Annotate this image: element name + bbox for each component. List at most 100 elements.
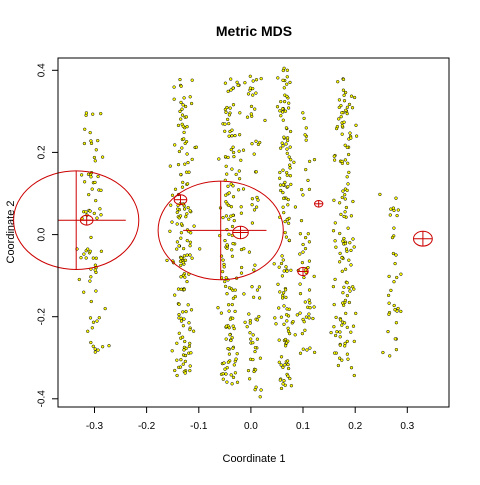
data-point bbox=[305, 348, 309, 352]
data-point bbox=[395, 275, 399, 280]
data-point bbox=[300, 331, 305, 336]
data-point bbox=[288, 166, 292, 170]
x-axis-label: Coordinate 1 bbox=[223, 453, 286, 465]
data-point bbox=[283, 344, 288, 348]
data-point bbox=[285, 217, 289, 222]
data-point bbox=[258, 140, 262, 145]
data-point bbox=[342, 285, 346, 289]
data-point bbox=[254, 205, 259, 209]
x-tick-label: -0.2 bbox=[138, 421, 156, 432]
data-point bbox=[253, 107, 257, 111]
data-point bbox=[303, 246, 308, 251]
data-point bbox=[229, 147, 233, 152]
data-point bbox=[227, 203, 231, 208]
data-point bbox=[332, 154, 336, 158]
data-point bbox=[184, 115, 189, 119]
data-point bbox=[95, 216, 99, 220]
data-point bbox=[343, 210, 347, 214]
data-point bbox=[393, 337, 397, 341]
data-point bbox=[88, 130, 92, 135]
data-point bbox=[198, 247, 202, 251]
data-point bbox=[229, 88, 233, 92]
data-point bbox=[278, 109, 282, 113]
data-point bbox=[249, 112, 253, 116]
data-point bbox=[354, 123, 358, 127]
data-point bbox=[93, 159, 97, 163]
data-point bbox=[231, 86, 235, 90]
data-point bbox=[254, 91, 258, 95]
data-point bbox=[228, 106, 232, 110]
data-point bbox=[393, 308, 397, 312]
data-point bbox=[179, 319, 184, 323]
data-point bbox=[337, 201, 342, 205]
data-point bbox=[248, 74, 252, 78]
data-point bbox=[251, 93, 255, 97]
data-point bbox=[346, 161, 350, 165]
data-point bbox=[307, 240, 312, 244]
data-point bbox=[343, 241, 348, 246]
data-point bbox=[307, 312, 311, 316]
data-point bbox=[221, 377, 225, 381]
data-point bbox=[90, 187, 94, 191]
data-point bbox=[227, 309, 231, 313]
data-point bbox=[273, 316, 277, 320]
data-point bbox=[184, 170, 189, 174]
data-point bbox=[180, 335, 185, 339]
data-point bbox=[223, 284, 228, 289]
data-point bbox=[100, 345, 105, 349]
data-point bbox=[223, 155, 228, 159]
data-point bbox=[259, 388, 263, 392]
data-point bbox=[190, 78, 194, 82]
data-point bbox=[394, 347, 399, 352]
data-point bbox=[392, 226, 396, 230]
data-point bbox=[223, 367, 227, 371]
data-point bbox=[77, 277, 81, 282]
data-point bbox=[277, 176, 282, 180]
data-point bbox=[288, 129, 293, 134]
data-point bbox=[92, 211, 96, 216]
data-point bbox=[185, 253, 189, 257]
data-point bbox=[230, 254, 235, 258]
data-point bbox=[183, 162, 187, 166]
data-point bbox=[285, 359, 290, 363]
data-point bbox=[243, 81, 247, 85]
data-point bbox=[298, 232, 303, 236]
data-point bbox=[221, 372, 225, 376]
data-point bbox=[340, 111, 344, 115]
data-point bbox=[93, 350, 97, 354]
data-point bbox=[89, 340, 93, 345]
data-point bbox=[277, 360, 281, 364]
data-point bbox=[181, 180, 185, 185]
data-point bbox=[228, 317, 233, 321]
data-point bbox=[285, 136, 290, 140]
data-point bbox=[227, 217, 231, 221]
data-point bbox=[337, 105, 341, 110]
data-point bbox=[182, 137, 186, 141]
data-point bbox=[224, 193, 228, 197]
data-point bbox=[338, 251, 342, 256]
data-point bbox=[250, 221, 255, 225]
data-point bbox=[219, 311, 224, 315]
data-point bbox=[277, 338, 281, 342]
data-point bbox=[226, 360, 231, 364]
data-point bbox=[84, 256, 88, 260]
data-point bbox=[254, 170, 258, 174]
data-point bbox=[175, 247, 179, 251]
data-point bbox=[183, 275, 187, 279]
data-point bbox=[285, 68, 290, 72]
data-point bbox=[96, 348, 100, 352]
data-point bbox=[336, 363, 341, 368]
data-point bbox=[391, 251, 396, 256]
data-point bbox=[272, 262, 276, 266]
data-point bbox=[304, 126, 308, 130]
data-point bbox=[340, 195, 344, 200]
data-point bbox=[248, 86, 253, 90]
data-point bbox=[304, 167, 308, 172]
data-point bbox=[89, 141, 94, 146]
data-point bbox=[172, 85, 176, 89]
data-point bbox=[301, 250, 305, 254]
data-point bbox=[286, 197, 290, 202]
data-point bbox=[285, 173, 289, 177]
data-point bbox=[225, 292, 229, 296]
data-point bbox=[284, 265, 288, 269]
